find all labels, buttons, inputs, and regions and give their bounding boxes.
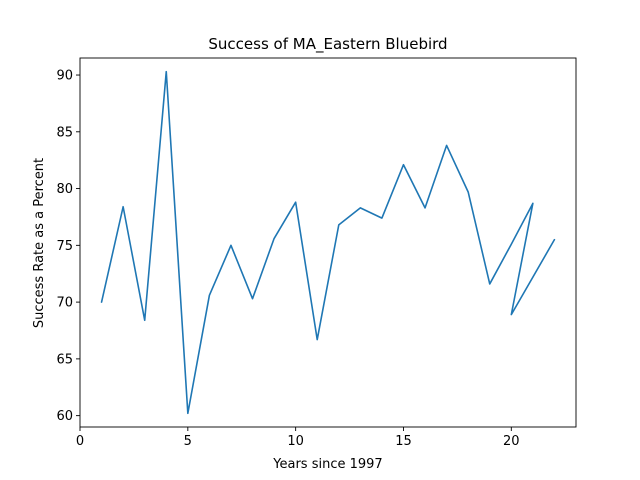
x-tick-label: 20 (503, 434, 520, 449)
x-axis-title: Years since 1997 (272, 457, 382, 472)
series-line (100, 70, 556, 415)
y-tick-label: 85 (56, 125, 73, 140)
y-axis-title: Success Rate as a Percent (32, 158, 47, 328)
chart-title: Success of MA_Eastern Bluebird (208, 35, 447, 54)
y-tick-label: 70 (56, 296, 73, 311)
plot-area (79, 57, 577, 428)
y-tick-label: 75 (56, 239, 73, 254)
y-tick-label: 65 (56, 352, 73, 367)
x-tick-label: 0 (76, 434, 84, 449)
y-tick-label: 60 (56, 409, 73, 424)
y-tick-label: 90 (56, 69, 73, 84)
x-axis: 0 5 10 15 20 (76, 427, 520, 449)
plot-frame (79, 57, 577, 428)
y-axis: 60 65 70 75 80 85 90 (56, 69, 80, 424)
y-tick-label: 80 (56, 182, 73, 197)
x-tick-label: 10 (287, 434, 304, 449)
x-tick-label: 5 (184, 434, 192, 449)
x-tick-label: 15 (395, 434, 412, 449)
